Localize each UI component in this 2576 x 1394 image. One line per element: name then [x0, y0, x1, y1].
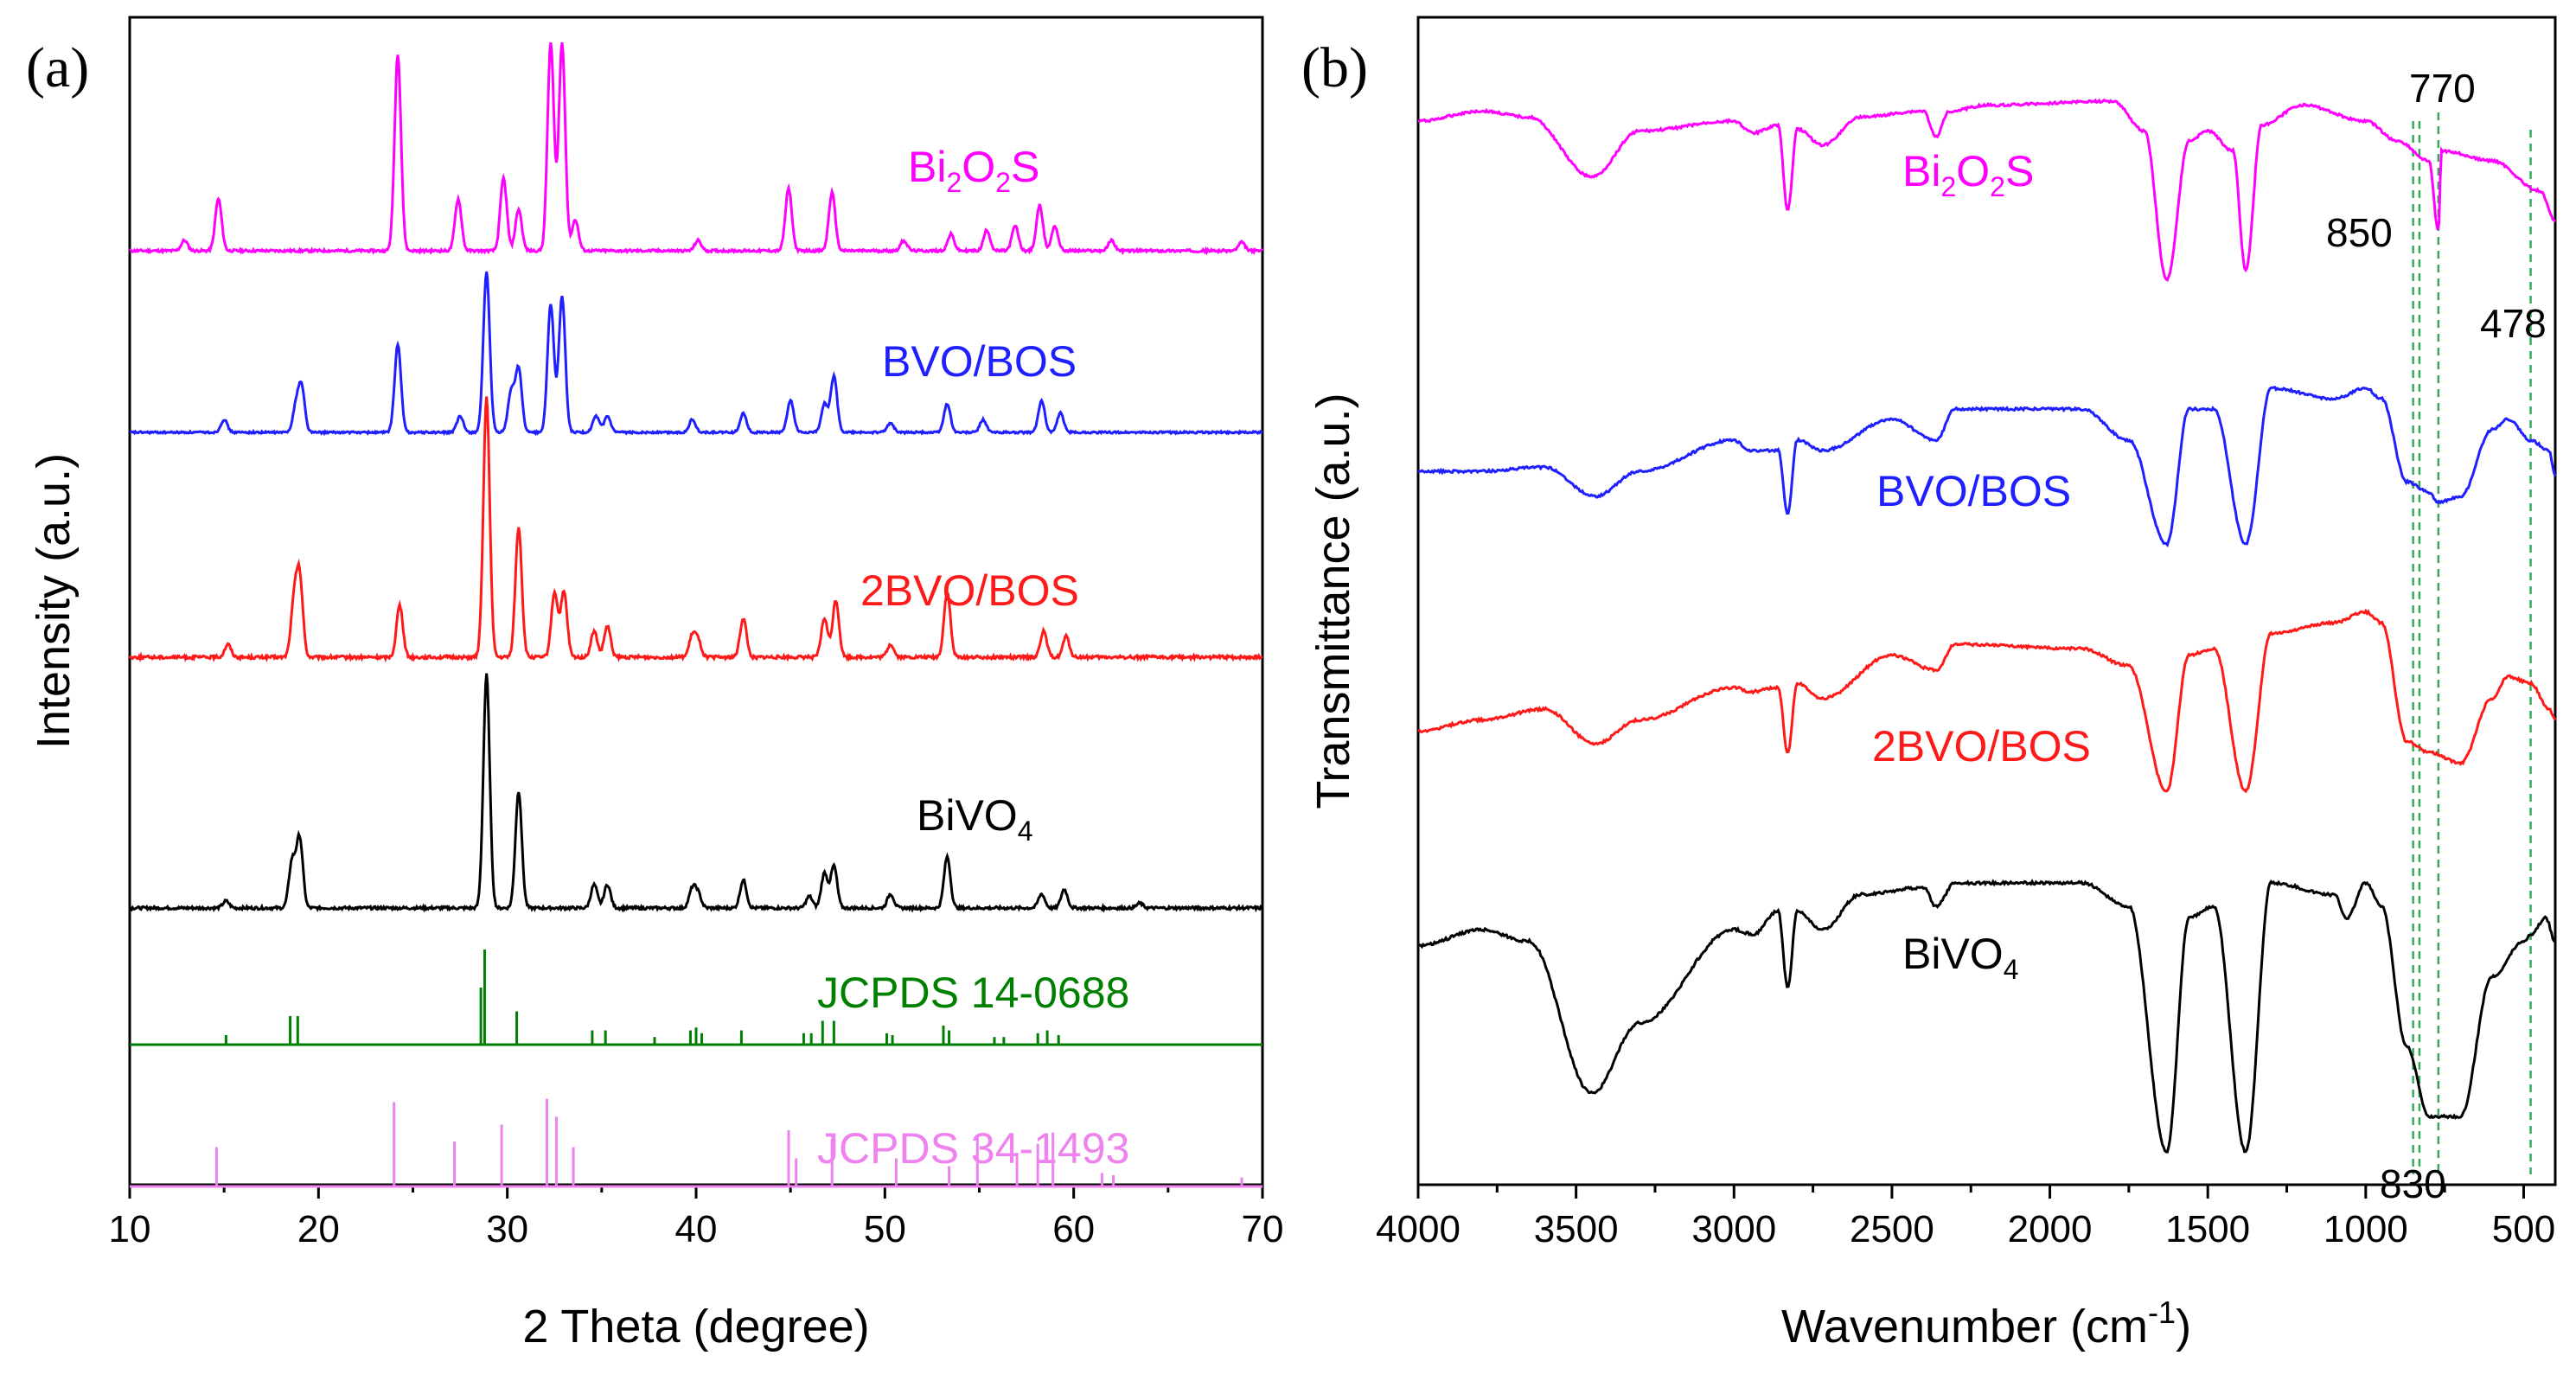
panel-b-plot-frame [1416, 16, 2557, 1186]
panel-b-label-bivo4: BiVO4 [1902, 930, 2019, 985]
x-tick-label: 500 [2492, 1208, 2555, 1250]
panel-b-ftir-chart: (b) 4000 3500 3000 2500 2000 1500 1000 500 Wave… [1301, 16, 2557, 1352]
panel-a-x-axis-title: 2 Theta (degree) [522, 1301, 869, 1352]
panel-a-label-jcpds-34-1493: JCPDS 34-1493 [817, 1124, 1129, 1173]
annotation-770: 770 [2409, 66, 2476, 111]
panel-a-label-bvo-bos: BVO/BOS [882, 337, 1077, 386]
panel-a-label-2bvo-bos: 2BVO/BOS [860, 566, 1079, 615]
panel-b-y-axis-title: Transmittance (a.u.) [1307, 393, 1359, 809]
annotation-830: 830 [2380, 1161, 2446, 1206]
panel-b-label-bvo-bos: BVO/BOS [1876, 467, 2071, 515]
panel-a-xrd-chart: (a) 10 20 30 40 50 60 70 2 Theta (degree) Inte… [26, 16, 1284, 1352]
x-tick-label: 2000 [2008, 1208, 2093, 1250]
annotation-850: 850 [2326, 210, 2393, 255]
xrd-series-line [129, 42, 1264, 256]
panel-a-label: (a) [26, 36, 89, 99]
x-tick-label: 10 [109, 1208, 151, 1250]
xrd-series-line [128, 396, 1263, 663]
panel-b-label-bi2o2s: Bi2O2S [1902, 147, 2034, 202]
ftir-series-line [1417, 386, 2557, 548]
ftir-series-line [1417, 879, 2556, 1154]
ftir-series-line [1417, 608, 2557, 794]
x-tick-label: 30 [486, 1208, 528, 1250]
panel-a-label-bivo4: BiVO4 [917, 791, 1033, 847]
panel-a-label-bi2o2s: Bi2O2S [908, 143, 1039, 198]
annotation-478: 478 [2480, 301, 2547, 346]
x-tick-label: 50 [864, 1208, 906, 1250]
panel-b-x-axis-title: Wavenumber (cm-1) [1781, 1295, 2191, 1352]
x-tick-label: 40 [675, 1208, 718, 1250]
x-tick-label: 3000 [1691, 1208, 1776, 1250]
x-tick-label: 60 [1052, 1208, 1095, 1250]
ftir-series-line [1417, 98, 2557, 283]
panel-a-label-jcpds-14-0688: JCPDS 14-0688 [817, 969, 1129, 1017]
panel-a-series-group [128, 42, 1264, 913]
panel-a-reference-group [130, 950, 1262, 1188]
x-tick-label: 70 [1242, 1208, 1284, 1250]
panel-a-x-ticks: 10 20 30 40 50 60 70 [109, 1185, 1284, 1250]
x-tick-label: 3500 [1534, 1208, 1619, 1250]
panel-b-reference-lines [2412, 112, 2532, 1174]
x-tick-label: 1000 [2324, 1208, 2408, 1250]
panel-b-x-ticks: 4000 3500 3000 2500 2000 1500 1000 500 [1376, 1185, 2555, 1250]
panel-a-y-axis-title: Intensity (a.u.) [28, 453, 80, 749]
xrd-series-line [129, 271, 1263, 437]
x-tick-label: 20 [297, 1208, 340, 1250]
x-tick-label: 1500 [2165, 1208, 2250, 1250]
xrd-series-line [129, 673, 1264, 913]
panel-b-label-2bvo-bos: 2BVO/BOS [1872, 722, 2091, 771]
panel-b-series-group [1417, 98, 2557, 1154]
panel-b-label: (b) [1301, 36, 1368, 99]
x-tick-label: 4000 [1376, 1208, 1461, 1250]
x-tick-label: 2500 [1850, 1208, 1934, 1250]
